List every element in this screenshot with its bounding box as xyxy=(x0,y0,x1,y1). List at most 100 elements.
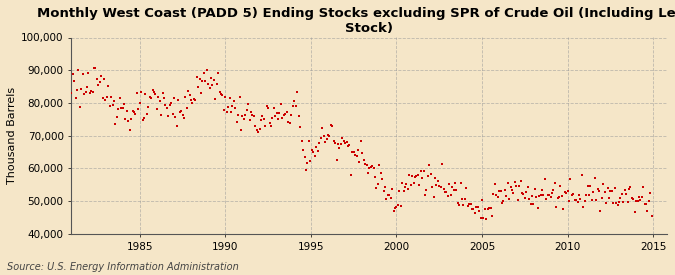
Point xyxy=(247,113,258,118)
Point xyxy=(201,68,212,72)
Point xyxy=(302,161,313,165)
Point xyxy=(511,184,522,188)
Point xyxy=(79,92,90,96)
Point xyxy=(86,89,97,94)
Point xyxy=(554,195,564,200)
Point xyxy=(460,197,470,201)
Point xyxy=(321,137,332,141)
Point xyxy=(615,196,626,200)
Point xyxy=(433,178,443,183)
Point xyxy=(237,114,248,119)
Point xyxy=(83,71,94,75)
Point xyxy=(379,184,390,189)
Point xyxy=(578,205,589,209)
Point xyxy=(566,193,577,197)
Point xyxy=(520,196,531,200)
Point xyxy=(585,184,596,189)
Point xyxy=(537,188,547,192)
Point xyxy=(84,91,95,95)
Point xyxy=(155,99,165,103)
Point xyxy=(88,65,99,70)
Point xyxy=(626,196,637,200)
Point xyxy=(252,130,263,134)
Point xyxy=(122,108,132,113)
Point xyxy=(337,136,348,141)
Point xyxy=(261,104,272,108)
Point xyxy=(479,207,490,211)
Point xyxy=(126,117,136,122)
Point xyxy=(209,78,219,82)
Point xyxy=(232,120,242,125)
Point xyxy=(306,148,317,152)
Point xyxy=(148,89,159,94)
Point xyxy=(77,72,88,76)
Point xyxy=(156,113,167,117)
Point xyxy=(119,102,130,106)
Point xyxy=(545,195,556,199)
Point xyxy=(447,185,458,189)
Point xyxy=(187,101,198,105)
Point xyxy=(192,75,202,79)
Point xyxy=(200,79,211,83)
Point xyxy=(434,183,445,188)
Point xyxy=(484,206,495,210)
Point xyxy=(483,207,493,211)
Point xyxy=(428,194,439,199)
Point xyxy=(147,88,158,92)
Point xyxy=(76,87,86,92)
Point xyxy=(267,116,278,120)
Point xyxy=(227,104,238,108)
Point xyxy=(230,106,241,110)
Point xyxy=(565,176,576,181)
Point xyxy=(142,112,153,116)
Point xyxy=(356,138,367,143)
Point xyxy=(186,98,196,102)
Point xyxy=(498,199,509,204)
Point xyxy=(552,196,563,200)
Point xyxy=(539,177,550,181)
Point xyxy=(284,120,295,125)
Point xyxy=(259,117,269,121)
Point xyxy=(69,79,80,84)
Point xyxy=(471,205,482,209)
Point xyxy=(568,192,578,196)
Point xyxy=(350,153,360,158)
Point xyxy=(562,189,573,194)
Point xyxy=(225,110,236,115)
Point xyxy=(574,193,585,197)
Point xyxy=(478,216,489,221)
Point xyxy=(634,194,645,199)
Point xyxy=(184,92,195,97)
Point xyxy=(313,148,323,153)
Point xyxy=(571,197,582,202)
Point xyxy=(429,175,440,180)
Point xyxy=(598,182,609,186)
Point xyxy=(320,140,331,144)
Point xyxy=(548,188,559,192)
Point xyxy=(638,185,649,189)
Point xyxy=(324,133,335,138)
Point xyxy=(134,101,145,106)
Point xyxy=(630,199,641,204)
Point xyxy=(444,181,455,186)
Point xyxy=(391,205,402,210)
Point xyxy=(100,98,111,102)
Point xyxy=(508,191,519,195)
Point xyxy=(647,213,657,218)
Point xyxy=(383,193,394,197)
Point xyxy=(375,171,386,175)
Point xyxy=(411,174,422,178)
Point xyxy=(516,191,527,195)
Point xyxy=(206,76,217,80)
Point xyxy=(347,150,358,154)
Point xyxy=(374,163,385,167)
Point xyxy=(396,204,406,208)
Point xyxy=(194,77,205,81)
Point xyxy=(358,158,369,163)
Point xyxy=(117,106,128,111)
Point xyxy=(394,189,405,193)
Point xyxy=(642,209,653,213)
Point xyxy=(457,197,468,202)
Point xyxy=(341,140,352,144)
Point xyxy=(602,186,613,190)
